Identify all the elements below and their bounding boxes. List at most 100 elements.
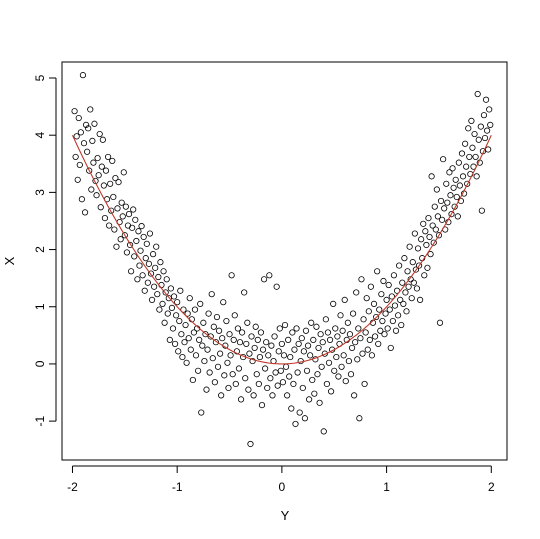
data-point <box>137 247 144 254</box>
data-point <box>122 203 129 210</box>
data-point <box>300 348 307 355</box>
data-point <box>306 396 313 403</box>
data-point <box>303 367 311 374</box>
data-point <box>176 317 183 325</box>
data-point <box>292 420 299 428</box>
data-point <box>82 121 90 129</box>
data-point <box>181 339 188 346</box>
data-point <box>296 409 303 416</box>
data-point <box>486 106 493 113</box>
data-point <box>430 239 437 246</box>
data-point <box>144 279 151 286</box>
data-point <box>400 300 407 307</box>
data-point <box>141 287 148 294</box>
data-point <box>77 129 84 136</box>
y-tick-label: 5 <box>33 74 47 81</box>
y-tick-label: 2 <box>33 246 47 253</box>
data-point <box>87 106 94 113</box>
data-point <box>365 308 372 315</box>
data-point <box>262 365 269 372</box>
data-point <box>223 317 230 325</box>
data-point <box>290 380 297 388</box>
data-point <box>391 302 399 309</box>
data-point <box>316 399 323 406</box>
data-point <box>204 346 211 353</box>
data-point <box>377 327 384 334</box>
data-point <box>357 335 364 342</box>
data-point <box>432 226 439 233</box>
data-point <box>311 390 318 397</box>
data-point <box>201 357 208 365</box>
data-point <box>406 243 413 250</box>
data-point <box>129 224 136 231</box>
data-point <box>271 333 278 340</box>
data-point <box>348 344 356 352</box>
data-point <box>480 112 488 119</box>
data-point <box>318 363 325 370</box>
data-point <box>449 165 456 172</box>
data-point <box>404 268 411 275</box>
data-point <box>175 348 182 355</box>
data-point <box>364 346 371 353</box>
data-point <box>152 264 159 271</box>
data-point <box>472 153 479 161</box>
data-point <box>379 317 386 325</box>
plot-frame <box>61 61 508 461</box>
data-point <box>302 327 310 334</box>
data-point <box>347 371 355 378</box>
data-point <box>289 329 296 336</box>
data-point <box>72 153 79 161</box>
data-point <box>263 339 270 346</box>
data-point <box>360 316 367 323</box>
data-point <box>243 340 250 348</box>
data-point <box>396 262 403 269</box>
data-point <box>266 272 273 279</box>
data-point <box>308 319 315 326</box>
data-point <box>337 312 344 319</box>
data-point <box>126 241 134 249</box>
data-point <box>154 291 161 298</box>
data-point <box>381 331 388 338</box>
data-point <box>332 325 339 332</box>
data-point <box>119 213 126 220</box>
data-point <box>448 211 455 218</box>
data-point <box>97 204 104 211</box>
data-point <box>135 228 142 235</box>
x-tick-label: 1 <box>383 480 390 494</box>
data-point <box>307 352 314 359</box>
x-tick-label: 2 <box>488 480 495 494</box>
data-point <box>437 197 445 205</box>
data-point <box>285 336 292 344</box>
data-point <box>415 262 423 269</box>
data-point <box>258 401 266 409</box>
data-point <box>171 340 179 348</box>
data-point <box>370 300 378 307</box>
data-point <box>236 339 244 346</box>
data-point <box>81 209 89 216</box>
data-point <box>167 285 174 292</box>
data-point <box>326 336 334 344</box>
data-point <box>361 380 368 388</box>
data-point <box>234 325 242 332</box>
data-point <box>118 199 125 206</box>
data-point <box>309 376 316 384</box>
data-point <box>245 386 252 393</box>
data-point <box>380 277 387 285</box>
data-point <box>88 186 95 193</box>
data-point <box>388 293 395 300</box>
data-point <box>274 382 281 389</box>
data-point <box>269 392 276 399</box>
data-point <box>482 96 490 103</box>
data-point <box>139 272 146 279</box>
x-tick-label: 0 <box>279 480 286 494</box>
data-point <box>374 268 381 275</box>
data-point <box>416 296 424 303</box>
data-point <box>371 333 379 340</box>
data-point <box>260 276 268 283</box>
data-point <box>454 213 461 220</box>
data-point <box>98 163 105 170</box>
data-point <box>383 296 390 303</box>
data-point <box>142 255 149 262</box>
data-point <box>256 353 263 361</box>
data-point <box>422 228 429 235</box>
